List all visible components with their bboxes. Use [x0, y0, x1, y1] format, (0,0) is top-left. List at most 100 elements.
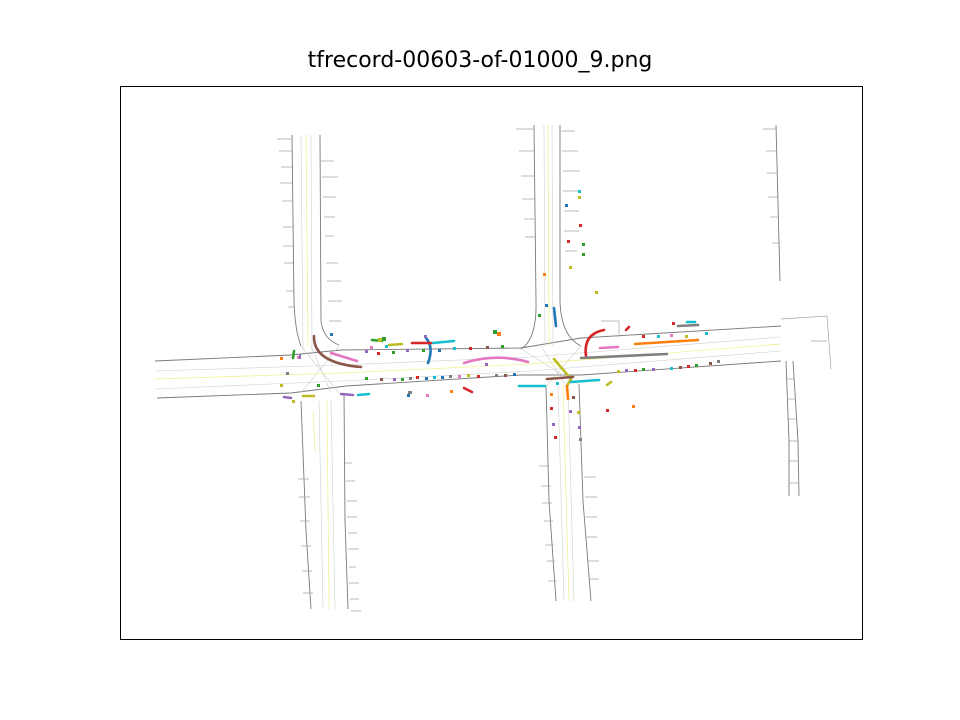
road-edge: [559, 125, 582, 347]
agent-marker: [441, 376, 444, 379]
agent-marker: [458, 375, 461, 378]
agent-marker: [567, 240, 570, 243]
agent-marker: [385, 345, 388, 348]
road-edge: [785, 360, 790, 496]
agent-marker: [299, 354, 301, 359]
agent-marker: [695, 364, 698, 367]
trajectory: [552, 306, 558, 328]
trajectory: [552, 357, 573, 388]
trajectory: [339, 392, 355, 397]
agent-marker: [485, 363, 488, 366]
agent-marker: [632, 405, 635, 408]
agent-marker: [578, 426, 581, 429]
agent-marker: [504, 374, 507, 377]
trajectory: [565, 384, 570, 401]
trajectory: [545, 375, 575, 381]
agent-marker: [365, 350, 368, 353]
map-canvas: [154, 124, 832, 612]
agent-marker: [556, 382, 559, 385]
agent-marker: [392, 351, 395, 354]
agent-marker: [569, 266, 572, 269]
agent-marker: [709, 362, 712, 365]
trajectory: [387, 342, 404, 347]
agent-marker: [705, 332, 708, 335]
trajectory: [312, 334, 363, 369]
agent-marker: [433, 376, 436, 379]
agent-marker: [554, 436, 557, 439]
road-edge: [545, 385, 557, 602]
agent-marker: [550, 393, 553, 396]
map-plot-area: [120, 86, 863, 640]
agent-marker: [497, 332, 501, 336]
agent-marker: [408, 391, 412, 394]
agent-marker: [565, 204, 568, 207]
agent-marker: [370, 346, 373, 349]
agent-marker: [685, 335, 688, 338]
trajectory: [624, 325, 631, 332]
agent-marker: [378, 338, 382, 342]
road-edge: [343, 392, 349, 610]
agent-marker: [657, 335, 660, 338]
agent-marker: [634, 369, 637, 372]
agent-marker: [438, 349, 441, 352]
driveways: [277, 128, 832, 612]
road-edge: [578, 383, 592, 602]
agent-marker: [550, 407, 553, 410]
trajectory: [291, 349, 296, 360]
agent-marker: [579, 438, 582, 441]
agent-marker: [672, 322, 675, 325]
agent-marker: [717, 360, 720, 363]
trajectory: [424, 336, 432, 365]
trajectory: [579, 352, 669, 360]
trajectory: [605, 380, 613, 387]
agent-marker: [543, 273, 546, 276]
agent-marker: [538, 314, 541, 317]
agent-marker: [501, 345, 504, 348]
agent-marker: [670, 334, 673, 337]
agent-marker: [409, 377, 412, 380]
agent-marker: [552, 423, 555, 426]
agent-marker: [317, 384, 320, 387]
agent-marker: [407, 394, 410, 397]
agent-marker: [280, 384, 283, 387]
agent-marker: [380, 378, 383, 381]
agent-marker: [426, 394, 429, 397]
road-edge: [775, 124, 781, 282]
agent-marker: [545, 304, 548, 307]
agent-marker: [606, 409, 609, 412]
agent-marker: [467, 374, 470, 377]
agent-marker: [495, 374, 498, 377]
agent-marker: [582, 253, 585, 256]
agent-marker: [416, 376, 419, 379]
trajectory: [598, 345, 620, 350]
agent-marker: [365, 377, 368, 380]
agent-marker: [377, 352, 380, 355]
figure-title: tfrecord-00603-of-01000_9.png: [307, 48, 653, 73]
agent-marker: [477, 375, 480, 378]
agent-marker: [292, 400, 295, 403]
road-edge: [291, 134, 302, 347]
trajectory: [282, 395, 293, 400]
agent-markers: [280, 190, 720, 441]
trajectory: [356, 392, 371, 397]
agent-marker: [625, 369, 628, 372]
trajectory: [676, 323, 700, 328]
agent-marker: [687, 365, 690, 368]
trajectory: [462, 356, 530, 365]
trajectory: [431, 339, 456, 345]
agent-marker: [453, 347, 456, 350]
agent-marker: [425, 377, 428, 380]
agent-marker: [577, 411, 580, 414]
trajectory: [569, 378, 601, 384]
agent-marker: [449, 375, 452, 378]
road-edges: [154, 124, 800, 610]
agent-marker: [670, 367, 673, 370]
agent-marker: [617, 370, 620, 373]
agent-marker: [280, 357, 283, 360]
agent-marker: [595, 291, 598, 294]
agent-marker: [513, 373, 516, 376]
agent-marker: [330, 333, 333, 336]
agent-marker: [578, 196, 581, 199]
agent-marker: [578, 190, 581, 193]
agent-marker: [424, 335, 427, 338]
